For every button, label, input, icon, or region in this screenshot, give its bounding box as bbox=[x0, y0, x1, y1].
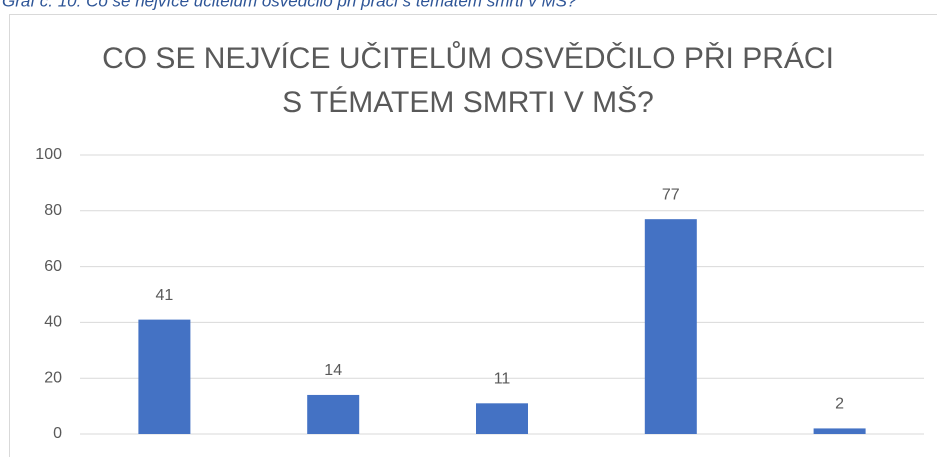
y-tick-label: 60 bbox=[44, 258, 62, 275]
data-label: 14 bbox=[324, 362, 342, 379]
bar bbox=[138, 319, 191, 434]
caption: Graf č. 10: Co se nejvíce učitelům osvěd… bbox=[2, 0, 577, 10]
chart-title: CO SE NEJVÍCE UČITELŮM OSVĚDČILO PŘI PRÁ… bbox=[102, 41, 834, 75]
data-label: 77 bbox=[662, 186, 680, 203]
y-tick-label: 0 bbox=[53, 425, 62, 442]
data-label: 41 bbox=[156, 287, 174, 304]
data-label: 2 bbox=[835, 396, 844, 413]
y-tick-label: 80 bbox=[44, 202, 62, 219]
data-label: 11 bbox=[494, 371, 511, 388]
bar bbox=[644, 219, 697, 434]
y-tick-label: 20 bbox=[44, 369, 62, 386]
bar bbox=[476, 403, 528, 434]
bar bbox=[813, 428, 866, 434]
chart-title: S TÉMATEM SMRTI V MŠ? bbox=[282, 85, 654, 119]
y-tick-label: 100 bbox=[35, 146, 62, 163]
chart-frame bbox=[9, 14, 937, 457]
bar bbox=[307, 394, 360, 434]
y-tick-label: 40 bbox=[44, 314, 62, 331]
